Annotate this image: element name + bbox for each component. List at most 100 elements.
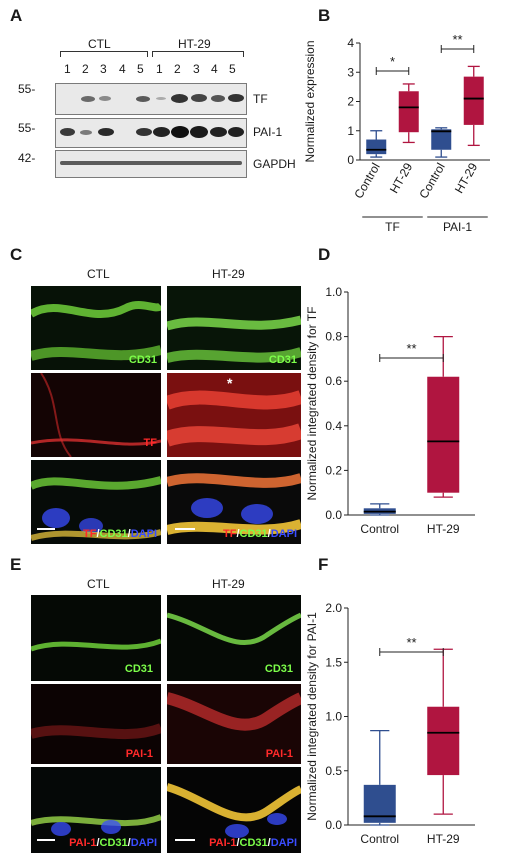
micro-e-ht-cd31-label: CD31 [264, 663, 293, 675]
micro-c-ht-cd31: CD31 [166, 285, 302, 371]
micro-c-ctl-cd31-label: CD31 [128, 354, 157, 366]
y-tick-label: 2.0 [325, 601, 342, 615]
significance-label: * [390, 54, 395, 69]
blot-lane-number: 5 [137, 62, 144, 76]
micro-e-ctl-merge: PAI-1/CD31/DAPI [30, 766, 162, 854]
blot-mw-tf: 55- [18, 82, 36, 96]
micro-c-col-ctl: CTL [87, 267, 110, 281]
x-category-label: HT-29 [427, 522, 460, 536]
y-tick-label: 0.0 [325, 508, 342, 522]
box-body [431, 129, 452, 150]
chart-d: 0.0 0.2 0.4 0.6 0.8 1.0 Normalized integrated … [305, 285, 475, 536]
y-tick-label: 1.0 [325, 285, 342, 299]
blot-mw-pai: 55- [18, 121, 36, 135]
y-axis-label: Normalized integrated density for PAI-1 [305, 612, 319, 821]
box-body [427, 376, 460, 493]
blot-lane-number: 4 [119, 62, 126, 76]
blot-label-pai: PAI-1 [253, 125, 283, 139]
blot-lane-number: 1 [64, 62, 71, 76]
y-tick-label: 0.5 [325, 764, 342, 778]
x-category-label: Control [360, 522, 399, 536]
micro-e-ht-pai: PAI-1 [166, 683, 302, 765]
y-tick-label: 1.0 [325, 710, 342, 724]
micro-c-asterisk: * [227, 375, 233, 391]
blot-lane-number: 1 [156, 62, 163, 76]
x-category-label: Control [351, 161, 382, 202]
box-body [398, 91, 419, 133]
blot-lane-number: 3 [193, 62, 200, 76]
micro-c-ctl-scalebar [37, 528, 55, 530]
micro-e-col-ctl: CTL [87, 577, 110, 591]
micro-e-ctl-scalebar [37, 839, 55, 841]
blot-strip-tf [55, 83, 247, 115]
blot-group-ctl-label: CTL [88, 37, 111, 51]
x-category-label: Control [416, 161, 447, 202]
micro-c-ht-merge-label: TF/CD31/DAPI [223, 528, 297, 540]
micro-c-ctl-tf: TF [30, 372, 162, 458]
micro-c-ctl-merge-label: TF/CD31/DAPI [83, 528, 157, 540]
y-tick-label: 0 [347, 153, 354, 167]
x-category-label: HT-29 [452, 160, 481, 196]
y-tick-label: 0.4 [325, 419, 342, 433]
y-tick-label: 1.5 [325, 655, 342, 669]
micro-e-ctl-merge-label: PAI-1/CD31/DAPI [69, 837, 157, 849]
y-tick-label: 0.8 [325, 330, 342, 344]
panel-letter-a: A [10, 6, 23, 25]
panel-letter-e: E [10, 555, 22, 574]
significance-label: ** [406, 635, 416, 650]
group-label: TF [385, 220, 400, 234]
y-tick-label: 1 [347, 124, 354, 138]
blot-mw-gapdh: 42- [18, 151, 36, 165]
box-body [463, 76, 484, 125]
group-label: PAI-1 [443, 220, 472, 234]
panel-letter-b: B [318, 6, 331, 25]
micro-c-ctl-tf-label: TF [143, 437, 157, 449]
y-tick-label: 2 [347, 95, 354, 109]
blot-strip-pai [55, 118, 247, 148]
y-axis-label: Normalized expression [303, 40, 317, 162]
micro-c-ht-tf: * [166, 372, 302, 458]
y-tick-label: 3 [347, 65, 354, 79]
micro-c-ht-scalebar [175, 528, 195, 530]
micro-e-ht-scalebar [175, 839, 195, 841]
blot-label-tf: TF [253, 92, 268, 106]
blot-lane-number: 2 [82, 62, 89, 76]
y-tick-label: 0.0 [325, 818, 342, 832]
significance-label: ** [406, 341, 416, 356]
box-body [366, 139, 387, 155]
chart-f: 0.0 0.5 1.0 1.5 2.0 Normalized integrated den… [305, 601, 475, 846]
micro-c-ht-merge: TF/CD31/DAPI [166, 459, 302, 545]
blot-lane-number: 2 [174, 62, 181, 76]
micro-e-ctl-pai: PAI-1 [30, 683, 162, 765]
micro-e-ht-pai-label: PAI-1 [265, 748, 293, 760]
blot-label-gapdh: GAPDH [253, 157, 296, 171]
x-category-label: HT-29 [387, 160, 416, 196]
blot-lane-number: 3 [100, 62, 107, 76]
blot-lane-number: 4 [211, 62, 218, 76]
panel-letter-d: D [318, 245, 331, 264]
x-category-label: Control [360, 832, 399, 846]
blot-group-ht-label: HT-29 [178, 37, 211, 51]
significance-label: ** [452, 32, 462, 47]
y-tick-label: 0.6 [325, 374, 342, 388]
box-body [427, 706, 460, 776]
blot-strip-gapdh [55, 150, 247, 178]
blot-bracket-ctl [60, 51, 148, 57]
micro-c-ctl-cd31: CD31 [30, 285, 162, 371]
micro-e-col-ht: HT-29 [212, 577, 245, 591]
micro-e-ht-cd31: CD31 [166, 594, 302, 682]
y-tick-label: 4 [347, 36, 354, 50]
blot-lane-number: 5 [229, 62, 236, 76]
x-category-label: HT-29 [427, 832, 460, 846]
micro-e-ctl-cd31-label: CD31 [124, 663, 153, 675]
panel-letter-c: C [10, 245, 23, 264]
micro-e-ht-merge-label: PAI-1/CD31/DAPI [209, 837, 297, 849]
micro-e-ht-merge: PAI-1/CD31/DAPI [166, 766, 302, 854]
micro-c-col-ht: HT-29 [212, 267, 245, 281]
micro-c-ctl-merge: TF/CD31/DAPI [30, 459, 162, 545]
y-axis-label: Normalized integrated density for TF [305, 307, 319, 501]
micro-c-ht-cd31-label: CD31 [268, 354, 297, 366]
panel-letter-f: F [318, 555, 329, 574]
blot-bracket-ht [152, 51, 244, 57]
